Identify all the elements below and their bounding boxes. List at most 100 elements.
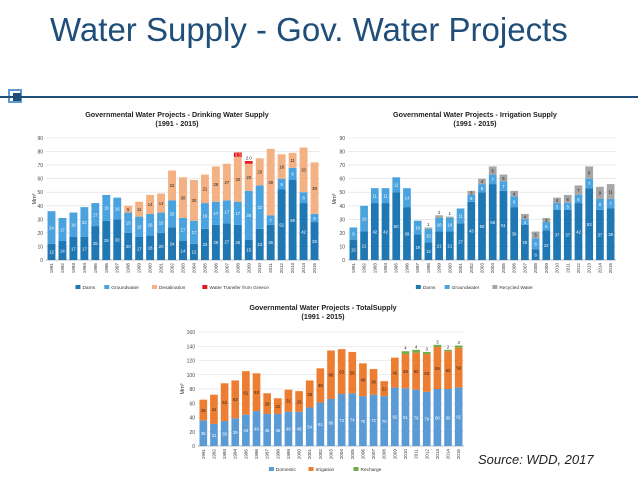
y-tick-label: 20 [37,231,43,237]
data-label: 7 [270,218,273,223]
x-tick-label: 2013 [587,263,592,274]
data-label: 53 [446,368,451,373]
legend-swatch-irrigation [308,467,314,471]
data-label: 50 [394,224,399,229]
legend-label-desalination: Desalination [159,285,186,291]
x-tick-label: 2014 [301,263,306,274]
bar-groundwater-2007 [521,219,529,225]
data-label: 49 [268,180,273,185]
bar-groundwater-2001 [456,208,465,224]
bar-desalination-2006 [211,166,220,202]
data-label: 1 [449,211,452,216]
x-tick-label: 2012 [279,263,284,274]
bar-recharge-2010 [401,351,410,355]
bar-recycled-water-2003 [478,178,486,185]
bar-groundwater-2014 [299,192,308,204]
data-label: 59 [435,366,440,371]
y-axis-label: Mm³ [32,193,38,204]
bar-recycled-water-2015 [606,184,615,199]
legend-label-dams: Dams [82,285,95,291]
x-tick-label: 2008 [533,263,538,274]
legend-label-groundwater: Groundwater [111,285,139,291]
x-tick-label: 2004 [191,263,196,274]
data-label: 66 [329,420,334,425]
legend-label-groundwater: Groundwater [452,285,480,291]
chart-subtitle: (1991 - 2015) [301,312,345,321]
x-tick-label: 2004 [490,263,495,274]
data-label: 79 [414,416,419,421]
x-tick-label: 2009 [544,263,549,274]
bar-dams-1992 [360,231,368,260]
data-label: 5 [567,204,570,209]
bar-desalination-2001 [157,193,166,213]
x-tick-label: 2009 [392,449,397,460]
x-tick-label: 2007 [224,263,229,274]
data-label: 4 [481,179,484,184]
bar-irrigation-1996 [252,373,261,412]
data-label: 11 [373,193,378,198]
x-tick-label: 2000 [297,449,302,460]
chart-title: Governmental Water Projects - TotalSuppl… [249,303,396,312]
bar-dams-2013 [585,188,594,260]
legend-label-dams: Dams [423,285,436,291]
data-label: 17 [235,211,240,216]
legend-label-recycled-water: Recycled Water [499,285,533,291]
y-axis-label: Mm³ [180,383,186,394]
x-tick-label: 2006 [360,449,365,460]
bar-groundwater-2012 [277,178,286,190]
data-label: 50 [480,224,485,229]
bar-groundwater-2002 [168,200,176,228]
bar-irrigation-2006 [359,363,367,397]
bar-dams-1998 [424,242,433,260]
bar-domestic-1996 [252,411,261,446]
bar-desalination-2007 [222,163,231,201]
y-tick-label: 40 [339,204,345,210]
x-tick-label: 2008 [382,449,387,460]
x-tick-label: 2004 [339,449,344,460]
data-label: 8 [599,202,602,207]
data-label: 11 [458,214,463,219]
x-tick-label: 2003 [480,263,485,274]
bar-water-transfer-from-greece-2008 [233,152,242,157]
y-tick-label: 20 [189,430,195,436]
data-label: 5 [470,196,473,201]
x-tick-label: 1996 [404,263,409,274]
data-label: 6 [481,186,484,191]
data-label: 26 [268,240,273,245]
x-tick-label: 1997 [115,263,120,274]
bar-irrigation-1997 [263,393,271,414]
bar-groundwater-1993 [69,212,78,237]
data-label: 31 [212,433,217,438]
data-label: 61 [244,391,249,396]
bar-dams-2008 [531,249,540,260]
y-axis-label: Mm³ [332,193,338,204]
x-tick-label: 2010 [555,263,560,274]
data-label: 44 [244,428,249,433]
bar-irrigation-2004 [337,349,346,394]
bar-dams-2002 [467,201,476,260]
x-tick-label: 1994 [233,449,238,460]
bar-desalination-2011 [266,148,275,216]
data-label: 15 [246,248,251,253]
data-label: 9 [352,231,355,236]
data-label: 81 [403,415,408,420]
x-tick-label: 2007 [522,263,527,274]
y-tick-label: 50 [339,190,345,196]
data-label: 2.0 [246,156,252,161]
data-label: 72 [371,418,376,423]
bar-groundwater-2001 [157,212,166,233]
bar-domestic-2009 [391,387,399,446]
x-tick-label: 2006 [512,263,517,274]
bar-desalination-1998 [124,205,133,213]
data-label: 30 [181,195,186,200]
bar-dams-2006 [211,224,220,260]
data-label: 6 [577,197,580,202]
bar-groundwater-2008 [233,201,242,225]
data-label: 68 [329,373,334,378]
bar-groundwater-2009 [542,222,551,231]
bar-groundwater-2013 [288,167,297,181]
data-label: 58 [350,370,355,375]
x-tick-label: 2011 [268,263,273,273]
source-note: Source: WDD, 2017 [478,452,594,467]
x-tick-label: 2013 [435,449,440,460]
